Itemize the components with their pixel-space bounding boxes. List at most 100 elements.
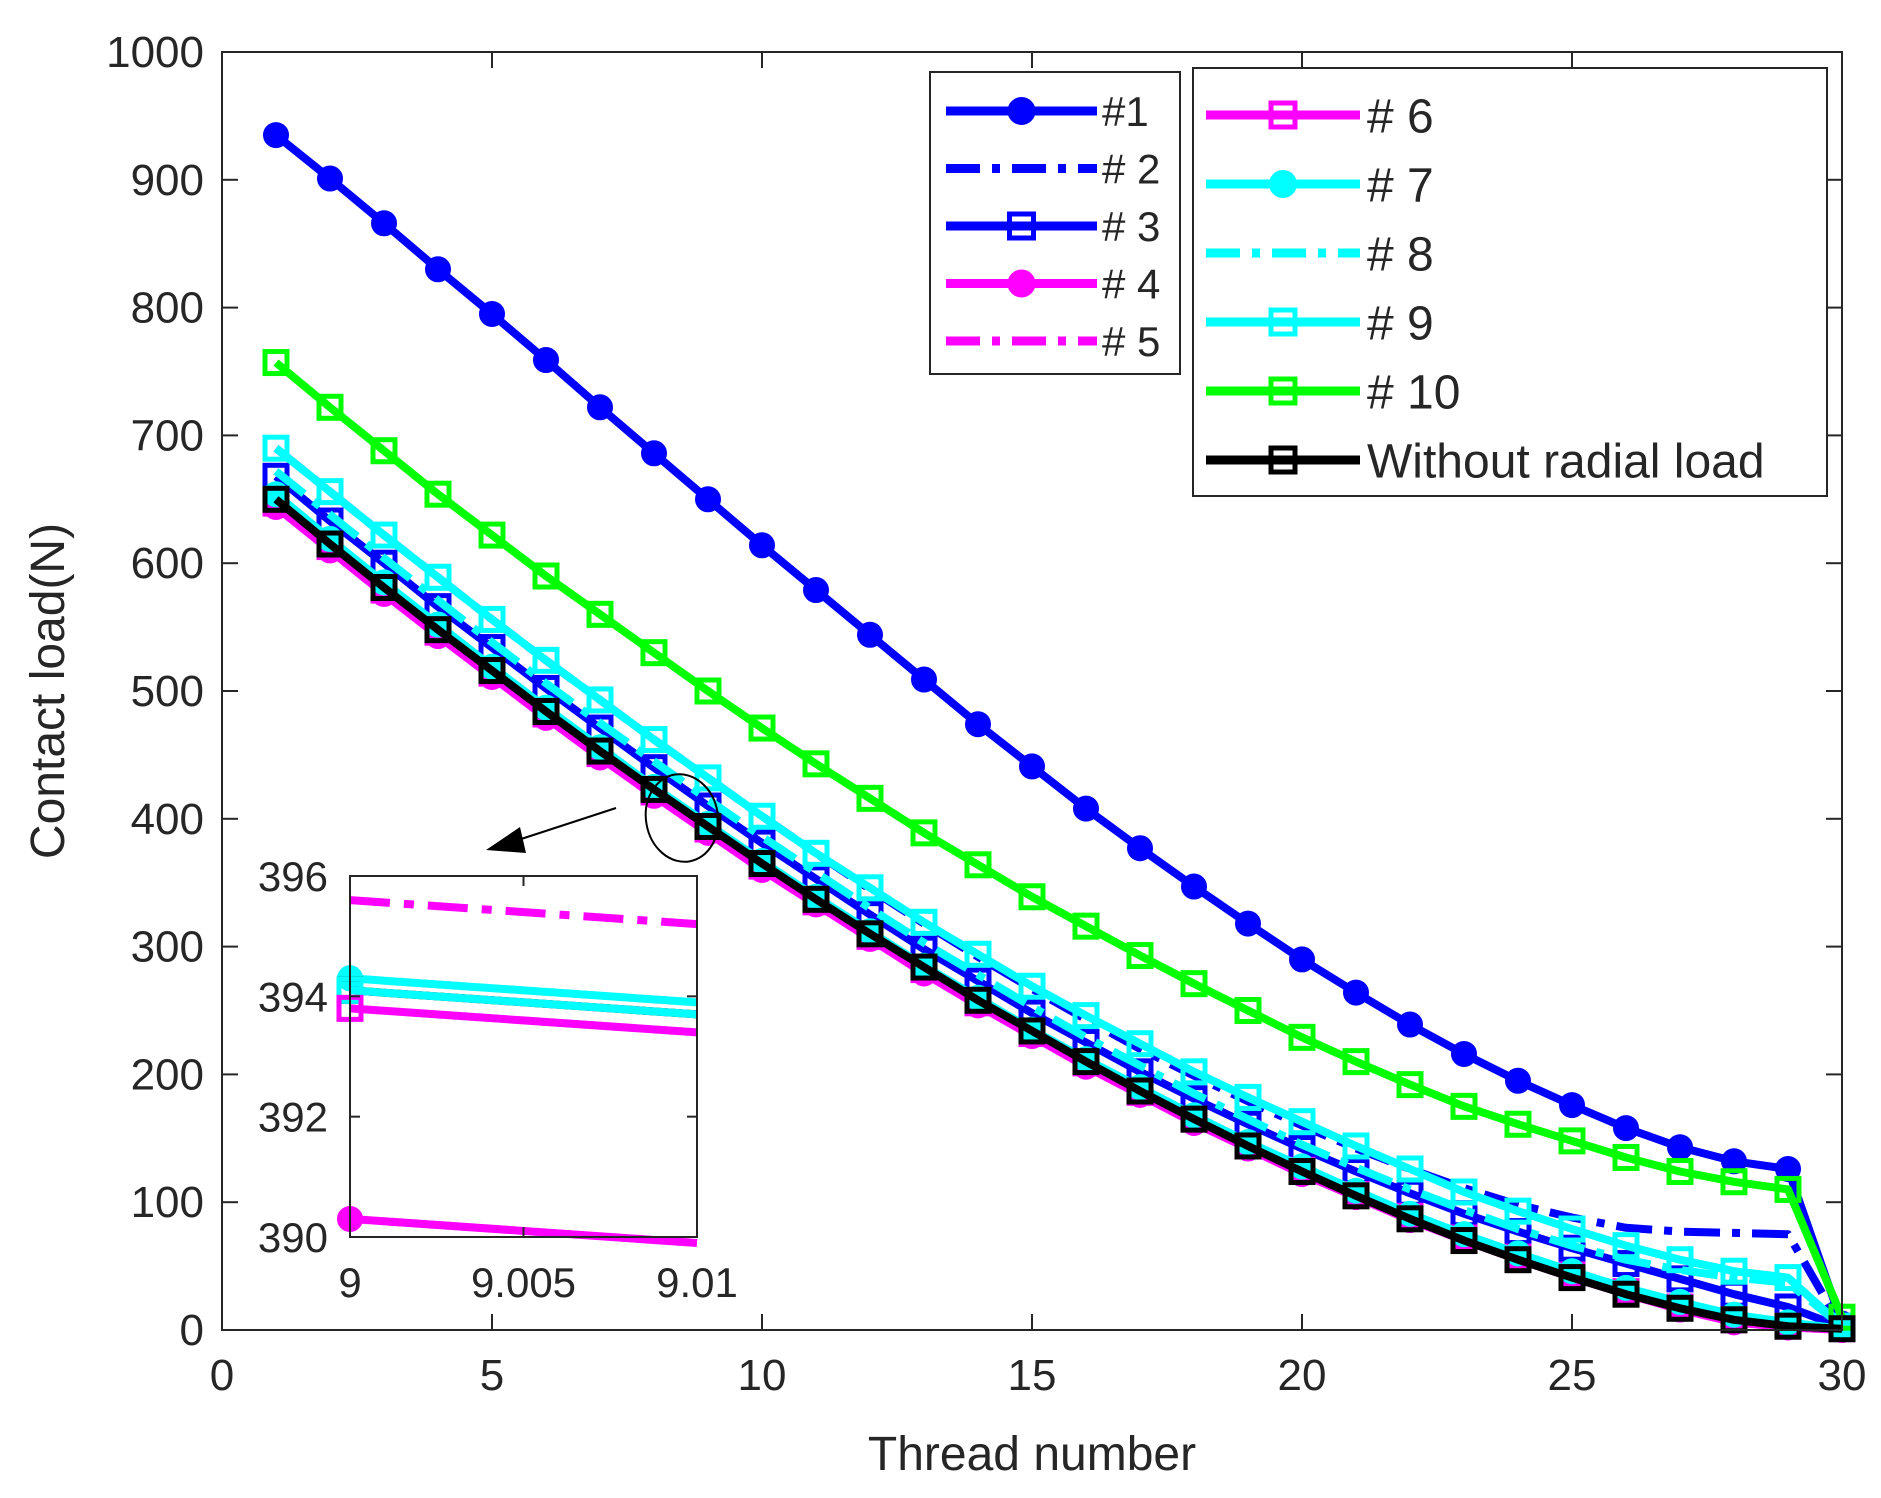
series-10-point-6 [532,562,560,590]
series-9-point-28 [1720,1257,1748,1285]
series-10-point-25 [1558,1127,1586,1155]
series-11-point-19 [1234,1132,1262,1160]
series-11-point-3 [370,573,398,601]
inset-series-line-4 [349,986,698,1019]
y-tick-label: 0 [180,1306,204,1355]
series-1-point-3 [371,210,397,237]
series-9-point-14 [964,940,992,968]
legend-right-entry-6: Without radial load [1206,435,1765,488]
series-1-point-20 [1289,946,1315,973]
series-10-point-15 [1018,883,1046,911]
series-1-point-13 [911,666,937,693]
series-10-point-23 [1450,1092,1478,1120]
series-9-point-10 [748,802,776,830]
series-1-point-5 [479,300,505,327]
series-11-point-7 [586,737,614,765]
series-9-point-18 [1180,1058,1208,1086]
series-11-point-4 [424,616,452,644]
series-11-point-16 [1072,1048,1100,1076]
zoom-ellipse [644,773,720,863]
series-9-point-17 [1126,1030,1154,1058]
series-1-point-8 [641,440,667,467]
legend-left-entry-5: # 5 [946,318,1160,365]
legend-left-marker-1 [1007,97,1036,125]
series-10-point-16 [1072,912,1100,940]
series-9-point-3 [370,521,398,549]
series-1-point-12 [857,621,883,648]
series-1-point-11 [803,577,829,604]
series-1-point-21 [1343,979,1369,1006]
series-9-point-29 [1774,1264,1802,1292]
legend-right-entry-2: # 7 [1206,159,1434,212]
y-tick-label: 1000 [106,28,204,77]
series-9-point-11 [802,839,830,867]
series-9-point-21 [1342,1132,1370,1160]
legend-right-label-3: # 8 [1367,228,1434,281]
series-11-point-27 [1666,1294,1694,1322]
series-11-point-22 [1396,1205,1424,1233]
y-tick-label: 500 [131,667,204,716]
x-tick-label: 0 [210,1351,234,1400]
series-10-point-22 [1396,1071,1424,1099]
series-9-point-19 [1234,1083,1262,1111]
series-11-point-14 [964,986,992,1014]
y-tick-label: 100 [131,1178,204,1227]
series-1-point-10 [749,532,775,559]
x-tick-label: 10 [738,1351,787,1400]
series-9-point-20 [1288,1108,1316,1136]
series-10-point-4 [424,480,452,508]
x-tick-label: 15 [1008,1351,1057,1400]
legend-right-marker-1 [1268,100,1298,130]
series-10-point-26 [1612,1143,1640,1171]
series-11-point-20 [1288,1158,1316,1186]
series-11-point-5 [478,657,506,685]
series-8 [273,468,1845,1330]
series-11-point-11 [802,885,830,913]
series-1-point-17 [1127,835,1153,862]
series-10-point-29 [1774,1175,1802,1203]
series-1-point-19 [1235,910,1261,937]
series-11 [262,485,1856,1343]
series-10 [262,349,1856,1331]
series-11-point-21 [1342,1182,1370,1210]
series-1-point-28 [1721,1148,1747,1175]
series-9-point-6 [532,646,560,674]
series-11-point-8 [640,775,668,803]
legend-right-label-4: # 9 [1367,297,1434,350]
y-tick-label: 800 [131,284,204,333]
legend-left-label-2: # 2 [1102,146,1160,193]
y-tick-label: 400 [131,795,204,844]
legend-right-entry-1: # 6 [1206,90,1434,143]
legend-right-marker-4 [1268,307,1298,337]
x-tick-label: 5 [480,1351,504,1400]
series-9-point-26 [1612,1232,1640,1260]
legend-left-label-1: #1 [1102,88,1149,135]
series-10-point-24 [1504,1110,1532,1138]
series-9-point-13 [910,908,938,936]
series-10-point-8 [640,639,668,667]
series-10-point-18 [1180,970,1208,998]
y-tick-label: 300 [131,923,204,972]
series-1 [263,122,1855,1337]
legend-right-marker-6 [1268,445,1298,475]
series-10-point-10 [748,714,776,742]
inset-x-tick-label: 9 [338,1259,361,1306]
series-11-point-25 [1558,1264,1586,1292]
x-tick-label: 25 [1548,1351,1597,1400]
legend-left-entry-3: # 3 [946,203,1160,250]
series-10-point-2 [316,393,344,421]
series-10-point-5 [478,521,506,549]
legend-right-label-6: Without radial load [1367,435,1765,488]
x-tick-label: 30 [1818,1351,1867,1400]
series-9-point-2 [316,478,344,506]
series-11-point-29 [1774,1312,1802,1340]
series-10-point-12 [856,784,884,812]
series-11-point-12 [856,920,884,948]
series-9-point-23 [1450,1178,1478,1206]
series-9-point-8 [640,726,668,754]
series-10-point-14 [964,851,992,879]
zoom-arrow-head [486,827,526,853]
legend-left-entry-2: # 2 [946,146,1160,193]
legend-right-entry-5: # 10 [1206,366,1460,419]
series-9-point-22 [1396,1155,1424,1183]
